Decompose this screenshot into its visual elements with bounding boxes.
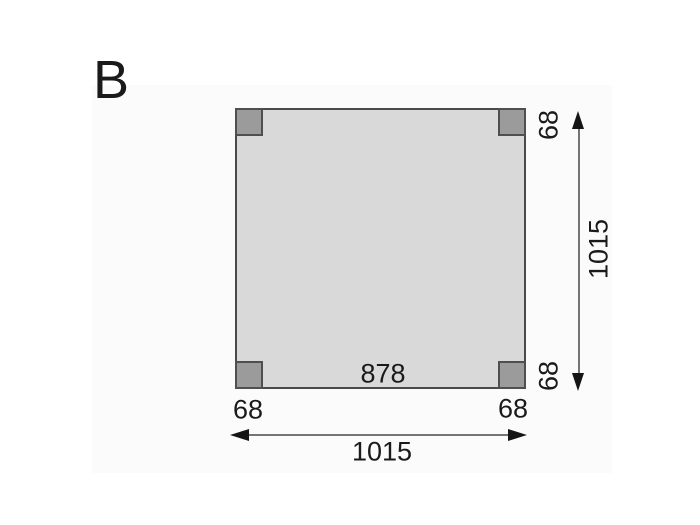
corner-post-top-right <box>498 108 526 136</box>
corner-post-bottom-left <box>235 361 263 389</box>
post-width-left-label: 68 <box>232 394 264 425</box>
arrow-down-icon <box>572 373 584 391</box>
floor-plan-outline <box>235 108 526 389</box>
dim-line-horizontal <box>240 434 518 436</box>
plan-label: B <box>92 50 130 110</box>
overall-width-label: 1015 <box>351 436 413 467</box>
post-width-right-label: 68 <box>497 393 529 424</box>
post-height-top-label: 68 <box>533 109 564 141</box>
dim-line-vertical <box>578 118 580 384</box>
corner-post-top-left <box>235 108 263 136</box>
inner-width-label: 878 <box>360 358 406 389</box>
arrow-left-icon <box>230 429 249 441</box>
post-height-bottom-label: 68 <box>533 360 564 392</box>
arrow-right-icon <box>508 429 527 441</box>
corner-post-bottom-right <box>498 361 526 389</box>
arrow-up-icon <box>572 111 584 129</box>
overall-height-label: 1015 <box>583 218 614 280</box>
